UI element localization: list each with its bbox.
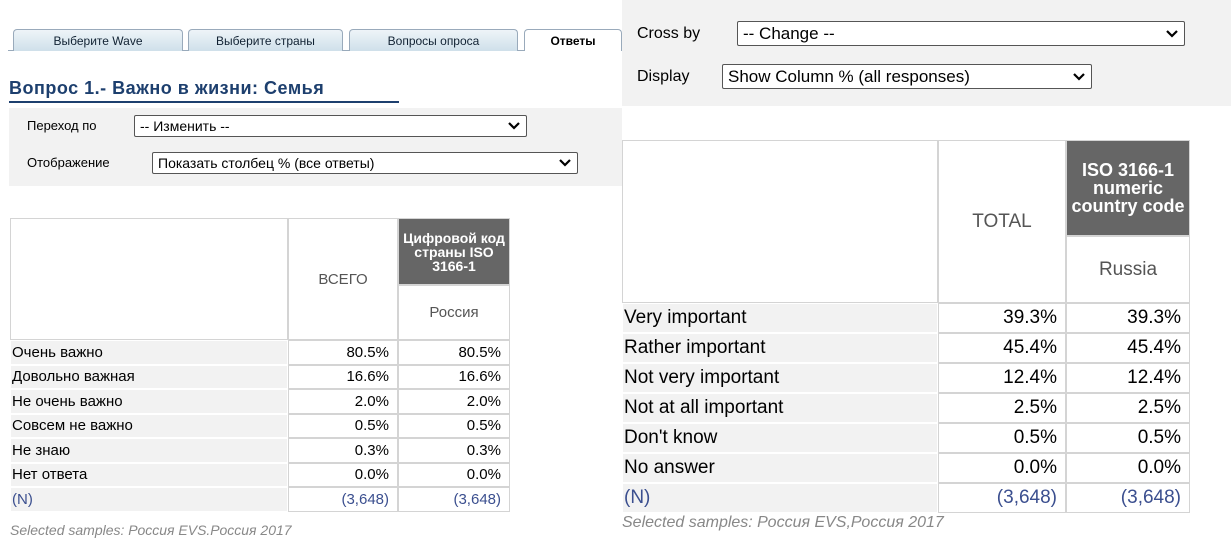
cell-value: 0.0% [288, 462, 398, 487]
heading-underline [9, 101, 399, 103]
header-total: TOTAL [938, 140, 1066, 303]
select-value: Show Column % (all responses) [728, 67, 970, 86]
header-sub: Россия [398, 285, 510, 340]
cell-value: (3,648) [1066, 483, 1190, 513]
select-value: Показать столбец % (все ответы) [158, 155, 375, 171]
left-panel: Выберите Wave Выберите страны Вопросы опро… [8, 29, 622, 538]
tab[interactable]: Выберите Wave [13, 29, 183, 51]
select[interactable]: -- Изменить -- [134, 115, 527, 137]
header-sub: Russia [1066, 236, 1190, 303]
cell-value: 2.5% [1066, 393, 1190, 423]
cell-value: 0.5% [288, 413, 398, 438]
cell-value: 2.0% [398, 389, 510, 414]
cell-value: 12.4% [938, 363, 1066, 393]
select[interactable]: -- Change -- [737, 21, 1185, 46]
row-label: Not at all important [622, 393, 938, 423]
control-label: Display [637, 68, 690, 85]
tab[interactable]: Вопросы опроса [349, 29, 518, 51]
cell-value: 0.0% [1066, 453, 1190, 483]
row-label: Очень важно [10, 340, 288, 365]
row-label: Not very important [622, 363, 938, 393]
cell-value: 16.6% [398, 364, 510, 389]
row-label: (N) [622, 483, 938, 513]
cell-value: 0.0% [398, 462, 510, 487]
cell-value: 0.5% [938, 423, 1066, 453]
select[interactable]: Показать столбец % (все ответы) [152, 152, 578, 174]
select-value: -- Change -- [743, 24, 835, 43]
cell-value: 0.5% [1066, 423, 1190, 453]
note: Selected samples: Россия EVS,Россия 2017 [622, 514, 944, 531]
cell-value: 39.3% [1066, 303, 1190, 333]
controls-box [622, 0, 1231, 106]
cell-value: (3,648) [938, 483, 1066, 513]
control-label: Cross by [637, 25, 701, 42]
row-label: Довольно важная [10, 364, 288, 389]
select[interactable]: Show Column % (all responses) [722, 64, 1092, 89]
cell-value: 0.5% [398, 413, 510, 438]
right-panel: Cross by -- Change -- Display Show Column %… [622, 0, 1231, 537]
row-label: Don't know [622, 423, 938, 453]
cell-value: 39.3% [938, 303, 1066, 333]
heading: Вопрос 1.- Важно в жизни: Семья [9, 78, 325, 98]
cell-value: 45.4% [1066, 333, 1190, 363]
row-label: Very important [622, 303, 938, 333]
note: Selected samples: Россия EVS.Россия 2017 [10, 522, 292, 538]
control-label: Переход по [27, 118, 97, 133]
cell-value: 2.0% [288, 389, 398, 414]
header-corner [622, 140, 938, 303]
row-label: Rather important [622, 333, 938, 363]
control-label: Отображение [27, 155, 110, 170]
cell-value: (3,648) [288, 487, 398, 512]
cell-value: (3,648) [398, 487, 510, 512]
cell-value: 12.4% [1066, 363, 1190, 393]
row-label: Не знаю [10, 438, 288, 463]
header-group: ISO 3166-1 numeric country code [1066, 140, 1190, 236]
tab[interactable]: Ответы [524, 29, 622, 51]
header-total: ВСЕГО [288, 218, 398, 340]
select-value: -- Изменить -- [140, 118, 230, 134]
cell-value: 2.5% [938, 393, 1066, 423]
cell-value: 80.5% [398, 340, 510, 365]
row-label: Нет ответа [10, 462, 288, 487]
cell-value: 0.3% [288, 438, 398, 463]
cell-value: 0.0% [938, 453, 1066, 483]
header-corner [10, 218, 288, 340]
cell-value: 16.6% [288, 364, 398, 389]
tab[interactable]: Выберите страны [188, 29, 343, 51]
row-label: (N) [10, 487, 288, 512]
row-label: Не очень важно [10, 389, 288, 414]
row-label: No answer [622, 453, 938, 483]
header-group: Цифровой код страны ISO 3166-1 [398, 218, 510, 285]
cell-value: 45.4% [938, 333, 1066, 363]
cell-value: 0.3% [398, 438, 510, 463]
cell-value: 80.5% [288, 340, 398, 365]
row-label: Совсем не важно [10, 413, 288, 438]
